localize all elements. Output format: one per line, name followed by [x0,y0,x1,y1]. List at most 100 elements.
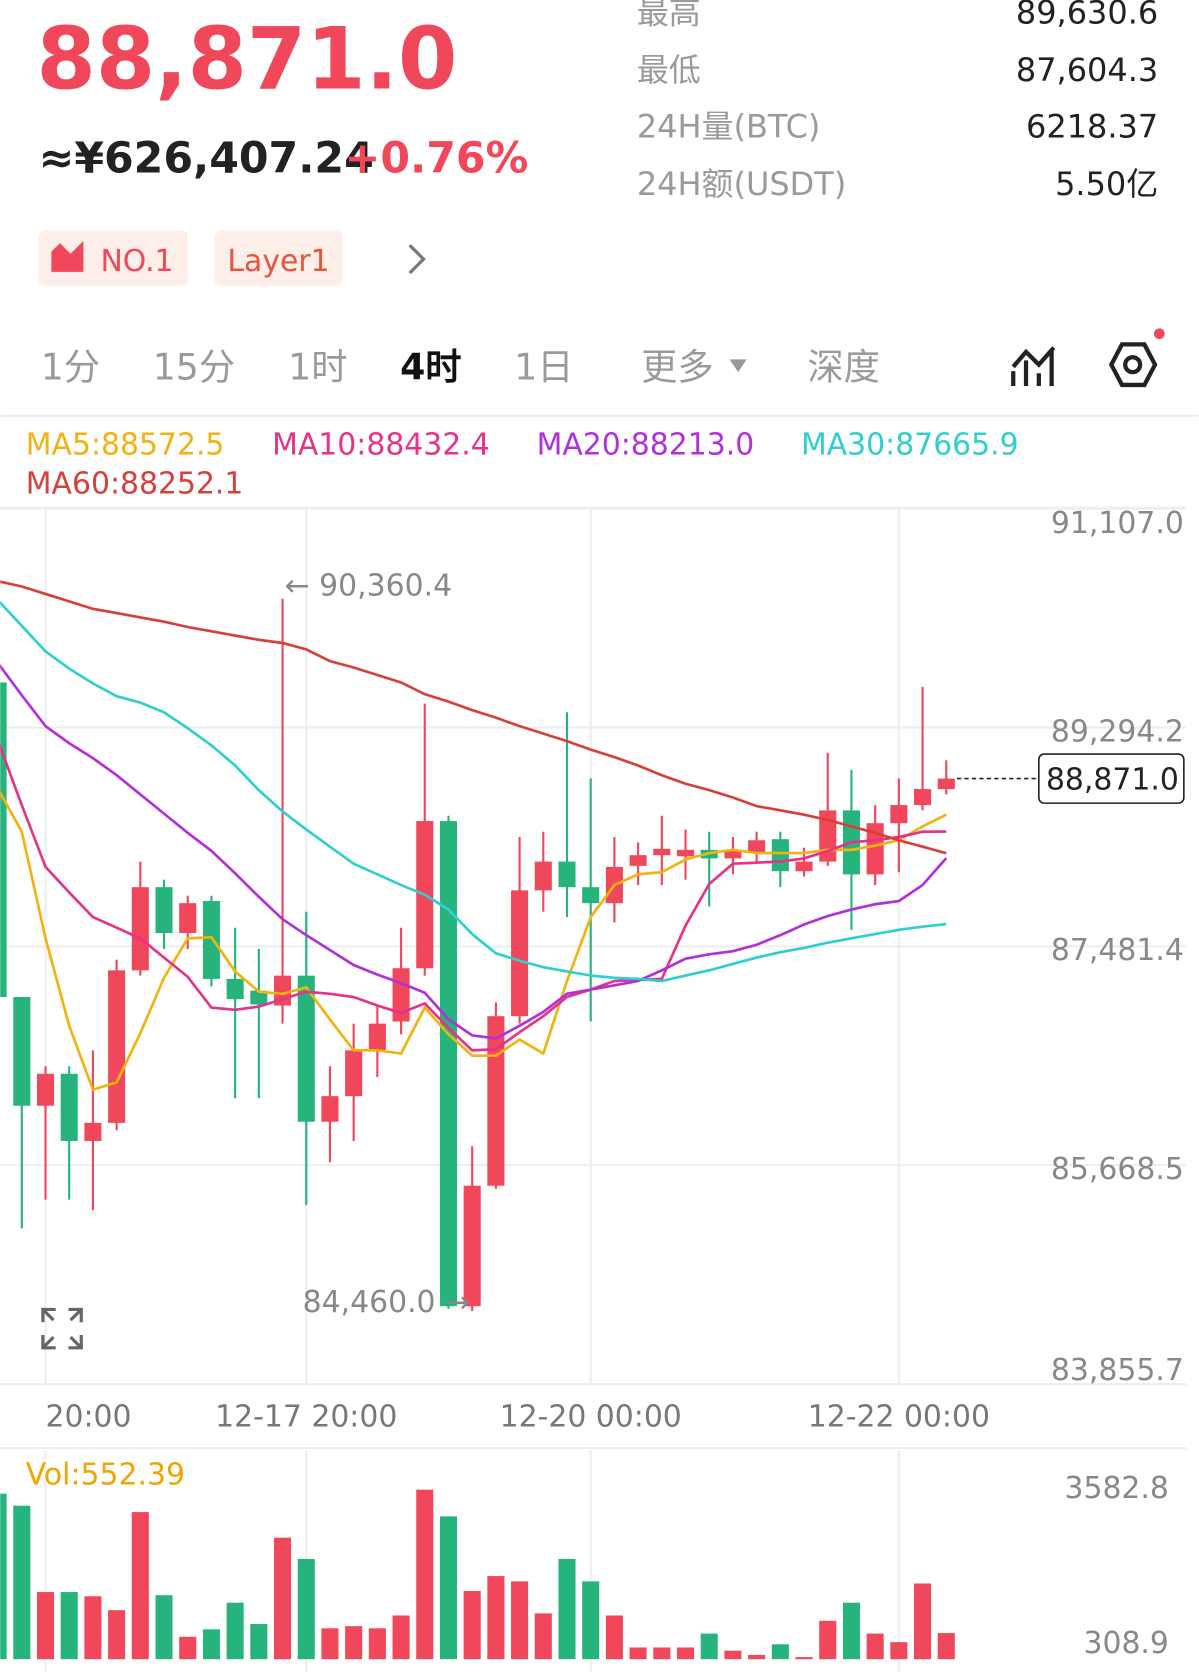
candle-body [582,887,600,904]
dropdown-arrow[interactable] [729,359,747,373]
volume-bar [13,1505,31,1660]
timeframe-tab[interactable]: 深度 [807,346,880,389]
volume-bar [795,1657,813,1660]
tag-label: Layer1 [227,244,329,279]
timeframe-tab[interactable]: 4时 [400,346,461,389]
candle-body [558,861,576,888]
tag[interactable]: Layer1 [214,230,343,286]
candle-body [131,887,149,971]
volume-bar [84,1596,102,1660]
volume-bar [582,1581,600,1660]
volume-bar [108,1610,126,1660]
ma-line [0,600,947,983]
timeframe-tab[interactable]: 更多 [641,346,714,389]
volume-bar [558,1558,576,1660]
low-annotation: 84,460.0 → [303,1285,470,1320]
candle-body [250,990,268,1005]
legend-entry: MA30:87665.9 [801,427,1019,462]
legend-entry: MA5:88572.5 [26,427,225,462]
volume-bar [368,1628,386,1660]
candle-body [321,1096,339,1122]
legend-entry: MA20:88213.0 [537,427,755,462]
volume-bar [914,1583,932,1660]
volume-bar [416,1489,434,1660]
ma-line [0,790,947,1092]
fullscreen-icon[interactable] [41,1307,83,1350]
volume-bar [60,1592,78,1660]
volume-bar [629,1647,647,1660]
y-tick-label: 85,668.5 [1051,1152,1184,1187]
candle-body [345,1050,363,1097]
volume-bar [463,1590,481,1660]
candle-body [202,901,220,979]
volume-bar [202,1629,220,1660]
indicator-glyph [1011,346,1056,387]
volume-bar [605,1615,623,1660]
volume-bar [748,1654,766,1660]
candle-body [155,887,173,934]
candle-body [653,848,671,856]
timeframe-tab[interactable]: 1分 [41,346,100,389]
volume-bar [36,1592,55,1660]
candle-body [795,861,813,872]
tabs: 1分 15分 1时 4时 1日 更多 深度 [41,346,880,389]
settings-hexagon [1108,342,1158,388]
volume-title: Vol:552.39 [26,1457,185,1492]
price-plot [0,580,955,1312]
settings-icon[interactable] [1108,328,1165,388]
volume-bar [392,1615,410,1660]
cny-price: ≈¥626,407.24 [39,134,374,184]
y-tick-label: 87,481.4 [1051,933,1184,968]
volume-bar [653,1647,671,1660]
change-percent: +0.76% [345,134,529,184]
ma-legend: MA5:88572.5 MA10:88432.4 MA20:88213.0 MA30:… [26,427,1019,501]
candle-body [748,840,766,854]
candle-body [937,778,955,790]
timeframe-tab[interactable]: 1日 [514,346,573,389]
stat-label: 24H额(USDT) [637,165,846,203]
volume-bar [0,1493,7,1660]
volume-bar [226,1602,244,1660]
tag[interactable]: NO.1 [38,230,188,286]
candle-body [724,850,742,859]
volume-bar [724,1650,742,1660]
stat-label: 最高 [637,0,701,31]
stat-value: 87,604.3 [1016,51,1158,89]
candle-body [511,890,529,1017]
candle-body [487,1016,505,1186]
timeframe-tab[interactable]: 1时 [288,346,347,389]
volume-bar [274,1537,292,1660]
y-tick-label: 89,294.2 [1051,714,1184,749]
volume-bar [842,1602,860,1660]
ma-line [0,663,948,1040]
candle-body [13,997,31,1106]
stat-label: 最低 [637,51,701,89]
volume-bar [155,1595,173,1660]
x-tick-label: 12-22 00:00 [808,1400,990,1435]
candle-body [463,1185,481,1307]
volume-bar [937,1633,955,1660]
candle-body [60,1073,78,1141]
stat-value: 89,630.6 [1016,0,1158,31]
legend-entry: MA10:88432.4 [272,427,490,462]
volume-bar [487,1576,505,1660]
volume-bar [439,1516,458,1660]
tag-label: NO.1 [100,244,173,279]
volume-bar [345,1626,363,1660]
volume-bar [534,1613,552,1660]
volume-tick-label: 3582.8 [1064,1471,1168,1506]
legend-entry: MA60:88252.1 [26,467,244,502]
indicator-icon[interactable] [1011,346,1056,387]
last-price-label: 88,871.0 [1046,762,1179,797]
y-tick-label: 91,107.0 [1051,506,1184,541]
timeframe-tab[interactable]: 15分 [153,346,235,389]
more-tags-chevron[interactable] [408,244,426,275]
x-tick-label: 12-20 00:00 [500,1400,682,1435]
stat-value: 6218.37 [1026,108,1158,146]
candle-body [36,1073,55,1106]
volume-bar [866,1633,884,1660]
stat-value: 5.50亿 [1055,165,1158,203]
candle-body [108,970,126,1123]
